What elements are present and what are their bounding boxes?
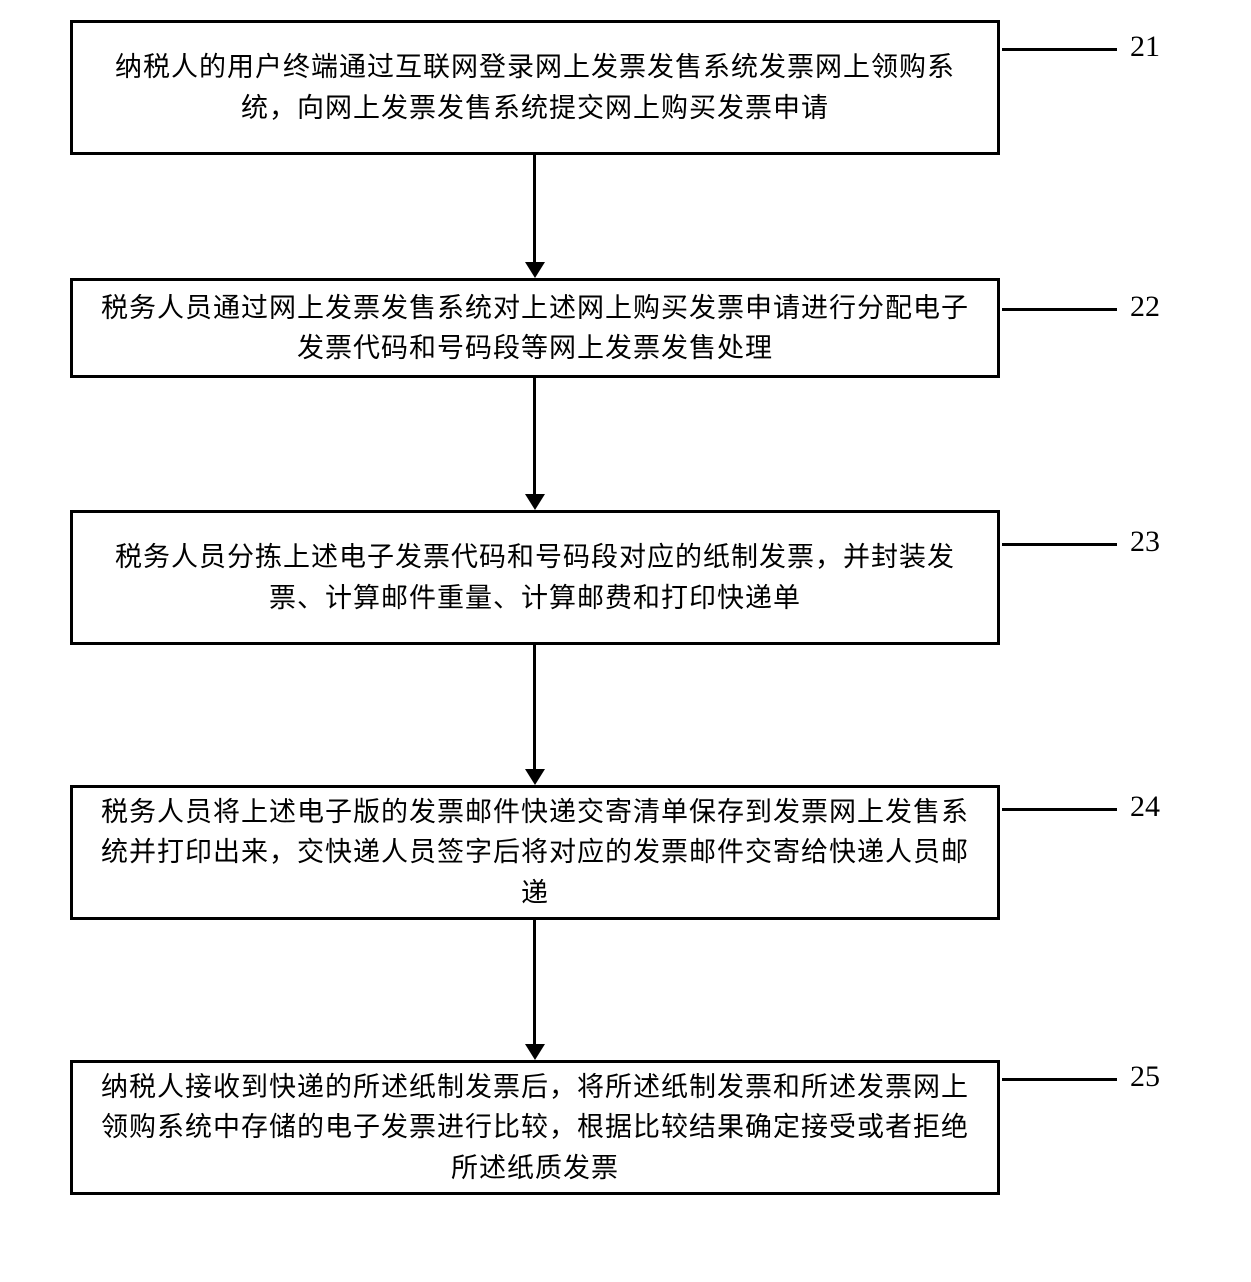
flow-node-text: 税务人员将上述电子版的发票邮件快递交寄清单保存到发票网上发售系统并打印出来，交快… — [93, 792, 977, 914]
flow-node-label-22: 22 — [1130, 290, 1160, 324]
label-connector — [1002, 308, 1117, 311]
flow-edge-line — [533, 155, 536, 262]
flowchart-container: 纳税人的用户终端通过互联网登录网上发票发售系统发票网上领购系统，向网上发票发售系… — [0, 0, 1251, 1282]
flow-node-label-24: 24 — [1130, 790, 1160, 824]
flow-node-text: 纳税人的用户终端通过互联网登录网上发票发售系统发票网上领购系统，向网上发票发售系… — [93, 47, 977, 128]
flow-edge-line — [533, 920, 536, 1044]
flow-edge-line — [533, 378, 536, 494]
arrow-down-icon — [525, 494, 545, 510]
arrow-down-icon — [525, 769, 545, 785]
flow-node-text: 税务人员通过网上发票发售系统对上述网上购买发票申请进行分配电子发票代码和号码段等… — [93, 288, 977, 369]
flow-node-n1: 纳税人的用户终端通过互联网登录网上发票发售系统发票网上领购系统，向网上发票发售系… — [70, 20, 1000, 155]
flow-edge-line — [533, 645, 536, 769]
flow-node-n4: 税务人员将上述电子版的发票邮件快递交寄清单保存到发票网上发售系统并打印出来，交快… — [70, 785, 1000, 920]
label-connector — [1002, 48, 1117, 51]
label-connector — [1002, 1078, 1117, 1081]
flow-node-n5: 纳税人接收到快递的所述纸制发票后，将所述纸制发票和所述发票网上领购系统中存储的电… — [70, 1060, 1000, 1195]
flow-node-label-23: 23 — [1130, 525, 1160, 559]
label-connector — [1002, 543, 1117, 546]
arrow-down-icon — [525, 1044, 545, 1060]
flow-node-text: 税务人员分拣上述电子发票代码和号码段对应的纸制发票，并封装发票、计算邮件重量、计… — [93, 537, 977, 618]
flow-node-n3: 税务人员分拣上述电子发票代码和号码段对应的纸制发票，并封装发票、计算邮件重量、计… — [70, 510, 1000, 645]
label-connector — [1002, 808, 1117, 811]
flow-node-label-21: 21 — [1130, 30, 1160, 64]
flow-node-n2: 税务人员通过网上发票发售系统对上述网上购买发票申请进行分配电子发票代码和号码段等… — [70, 278, 1000, 378]
flow-node-label-25: 25 — [1130, 1060, 1160, 1094]
flow-node-text: 纳税人接收到快递的所述纸制发票后，将所述纸制发票和所述发票网上领购系统中存储的电… — [93, 1067, 977, 1189]
arrow-down-icon — [525, 262, 545, 278]
